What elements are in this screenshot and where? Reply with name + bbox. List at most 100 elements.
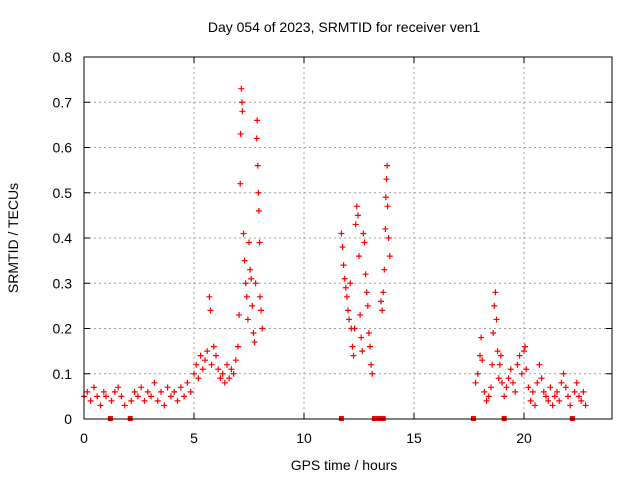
data-point xyxy=(472,379,479,386)
data-point xyxy=(167,393,174,400)
data-point xyxy=(249,302,256,309)
data-point xyxy=(210,343,217,350)
data-point xyxy=(353,203,360,210)
data-point xyxy=(100,388,107,395)
data-point xyxy=(219,370,226,377)
data-point xyxy=(141,397,148,404)
data-point xyxy=(171,388,178,395)
data-point xyxy=(505,375,512,382)
data-point xyxy=(492,289,499,296)
data-point xyxy=(90,384,97,391)
data-point xyxy=(339,244,346,251)
data-point xyxy=(547,384,554,391)
y-axis-label: SRMTID / TECUs xyxy=(5,183,21,293)
data-point xyxy=(108,397,115,404)
data-point xyxy=(352,221,359,228)
data-point xyxy=(191,370,197,377)
data-point xyxy=(496,361,503,368)
x-tick-label: 0 xyxy=(80,430,88,446)
data-point xyxy=(255,207,262,214)
data-point xyxy=(217,375,224,382)
data-point xyxy=(358,334,365,341)
data-point xyxy=(256,239,263,246)
data-point xyxy=(362,271,369,278)
data-point xyxy=(493,316,500,323)
data-point xyxy=(148,393,155,400)
data-point xyxy=(518,370,525,377)
y-tick-label: 0.1 xyxy=(53,366,73,382)
data-point xyxy=(151,379,158,386)
data-point xyxy=(501,393,508,400)
data-point xyxy=(197,352,204,359)
data-point xyxy=(507,366,514,373)
data-point xyxy=(247,266,254,273)
data-point xyxy=(551,393,558,400)
data-point xyxy=(347,280,354,287)
data-point xyxy=(338,230,345,237)
plot-frame xyxy=(83,56,613,420)
data-point xyxy=(230,370,237,377)
data-point xyxy=(521,348,527,355)
data-point xyxy=(510,379,516,386)
data-point xyxy=(522,343,529,350)
data-point xyxy=(556,397,563,404)
data-point xyxy=(342,284,349,291)
data-point xyxy=(478,334,485,341)
data-point xyxy=(238,85,245,92)
data-point xyxy=(516,352,523,359)
data-point xyxy=(538,375,545,382)
data-point xyxy=(251,339,258,346)
data-point xyxy=(184,379,191,386)
data-point xyxy=(232,357,239,364)
x-tick-label: 15 xyxy=(406,430,422,446)
data-point xyxy=(534,379,541,386)
data-point xyxy=(224,361,230,368)
data-point xyxy=(494,348,501,355)
y-tick-label: 0.5 xyxy=(53,185,73,201)
data-point xyxy=(360,230,367,237)
data-point xyxy=(543,393,549,400)
data-point xyxy=(381,266,388,273)
axes xyxy=(83,56,612,420)
data-point xyxy=(134,393,141,400)
data-point xyxy=(128,397,135,404)
x-axis-label: GPS time / hours xyxy=(291,457,398,473)
data-point xyxy=(131,388,138,395)
data-point xyxy=(351,325,358,332)
data-point xyxy=(481,388,488,395)
data-point xyxy=(380,289,387,296)
data-point xyxy=(341,275,348,282)
data-point xyxy=(382,194,389,201)
data-point xyxy=(158,388,164,395)
data-point xyxy=(144,388,151,395)
data-point xyxy=(495,375,502,382)
data-point xyxy=(254,162,261,169)
data-point xyxy=(138,384,145,391)
data-point xyxy=(103,393,109,400)
data-point xyxy=(239,108,246,115)
y-tick-label: 0 xyxy=(64,411,72,427)
data-point xyxy=(565,393,571,400)
data-point xyxy=(386,253,393,260)
data-point xyxy=(213,352,219,359)
data-point xyxy=(576,393,582,400)
data-point xyxy=(384,203,391,210)
x-tick-label: 20 xyxy=(516,430,532,446)
data-point xyxy=(253,135,260,142)
data-point xyxy=(349,343,356,350)
data-point xyxy=(208,361,215,368)
data-point xyxy=(479,357,486,364)
data-point xyxy=(562,384,569,391)
data-point xyxy=(485,393,492,400)
data-point xyxy=(477,352,483,359)
data-point xyxy=(512,388,519,395)
data-point xyxy=(111,388,118,395)
data-points xyxy=(81,85,589,409)
data-point xyxy=(540,388,547,395)
data-point xyxy=(252,280,259,287)
data-point xyxy=(364,302,371,309)
data-point xyxy=(259,325,266,332)
tick-labels: 0 0.1 0.2 0.3 0.4 0.5 0.6 0.7 0.8 0 5 10 15 20 xyxy=(53,49,532,446)
data-point xyxy=(529,388,536,395)
data-point xyxy=(571,388,578,395)
